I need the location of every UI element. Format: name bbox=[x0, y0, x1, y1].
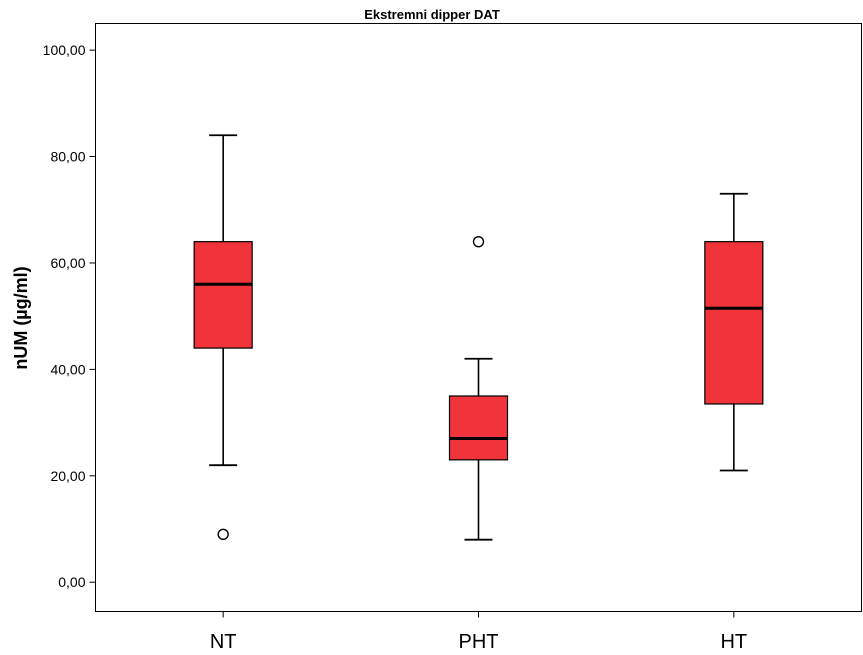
y-tick-label: 100,00 bbox=[43, 42, 86, 58]
y-tick-label: 20,00 bbox=[50, 468, 85, 484]
box-iqr bbox=[448, 395, 509, 461]
box-iqr bbox=[704, 241, 764, 405]
box-series bbox=[193, 134, 764, 541]
y-tick-label: 40,00 bbox=[50, 361, 85, 377]
chart-title: Ekstremni dipper DAT bbox=[364, 7, 500, 22]
x-tick-label: NT bbox=[210, 631, 237, 653]
y-axis: 0,00 20,00 40,00 60,00 80,00 100,00 bbox=[43, 42, 96, 590]
x-axis: NT PHT HT bbox=[210, 611, 747, 653]
y-axis-label: nUM (µg/ml) bbox=[11, 266, 31, 369]
box-ht bbox=[704, 192, 764, 472]
y-tick-label: 0,00 bbox=[58, 574, 85, 590]
x-tick-label: PHT bbox=[459, 631, 499, 653]
box-pht bbox=[448, 235, 509, 541]
y-tick-label: 80,00 bbox=[50, 149, 85, 165]
x-tick-label: HT bbox=[720, 631, 747, 653]
outlier-point bbox=[217, 528, 229, 541]
y-tick-label: 60,00 bbox=[50, 255, 85, 271]
outlier-point bbox=[472, 235, 485, 248]
box-nt bbox=[193, 134, 253, 541]
box-iqr bbox=[193, 241, 253, 349]
